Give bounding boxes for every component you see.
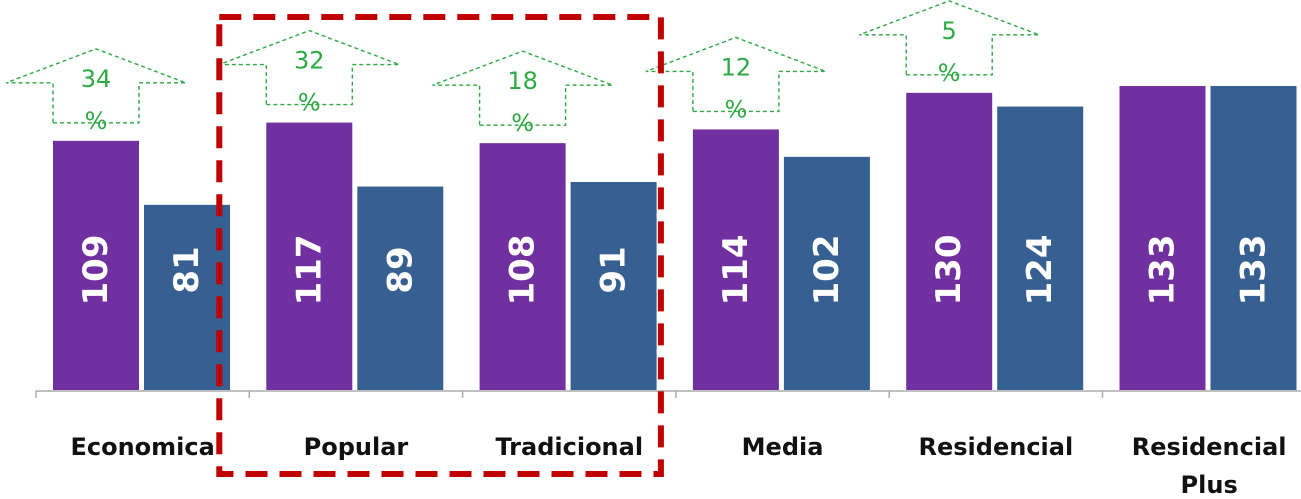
value-label: 81 <box>167 246 207 293</box>
bar-s1-1 <box>266 122 353 391</box>
value-label: 124 <box>1020 235 1060 306</box>
growth-value: 34 <box>81 65 112 93</box>
bar-s2-0 <box>144 204 230 390</box>
growth-percent-sign: % <box>298 89 321 117</box>
category-label: Residencial <box>919 433 1074 461</box>
growth-percent-sign: % <box>724 95 747 123</box>
value-label: 91 <box>594 246 634 293</box>
growth-value: 12 <box>721 53 752 81</box>
bar-s2-3 <box>783 156 870 390</box>
value-label: 109 <box>76 235 116 306</box>
growth-value: 18 <box>507 67 538 95</box>
growth-percent-sign: % <box>85 107 108 135</box>
value-label: 114 <box>716 235 756 306</box>
value-label: 130 <box>929 235 969 306</box>
highlight-layer <box>216 14 664 477</box>
value-label: 108 <box>503 235 543 306</box>
bar-s2-1 <box>357 186 444 390</box>
bar-s1-5 <box>1119 86 1206 390</box>
x-axis: Economica Popular Tradicional Media Residenc… <box>35 390 1301 499</box>
bar-s1-3 <box>692 129 779 390</box>
category-label: Media <box>742 433 824 461</box>
bar-s1-0 <box>53 140 139 390</box>
bars-layer: 109 81 117 89 108 91 114 102 130 124 133 133 <box>53 86 1297 391</box>
highlight-box <box>216 14 664 477</box>
growth-annotations: 34% 32% 18% 12% 5% <box>5 0 1040 137</box>
value-label: 102 <box>807 235 847 306</box>
growth-percent-sign: % <box>938 59 961 87</box>
growth-arrow <box>645 36 827 113</box>
bar-s1-2 <box>479 143 566 390</box>
category-label: Economica <box>70 433 214 461</box>
growth-arrow <box>432 50 613 126</box>
growth-value: 32 <box>294 47 325 75</box>
category-label: Residencial <box>1132 433 1287 461</box>
growth-arrow <box>5 48 187 124</box>
bar-s2-4 <box>997 106 1084 391</box>
growth-value: 5 <box>942 17 957 45</box>
growth-arrow <box>858 0 1040 76</box>
category-label: Popular <box>304 433 409 461</box>
growth-arrow <box>219 29 400 106</box>
bar-s2-5 <box>1210 86 1297 390</box>
value-label: 133 <box>1234 235 1274 306</box>
growth-percent-sign: % <box>511 109 534 137</box>
bar-s2-2 <box>570 182 657 390</box>
value-label: 133 <box>1143 235 1183 306</box>
category-label: Tradicional <box>495 433 643 461</box>
value-label: 117 <box>289 235 329 306</box>
value-label: 89 <box>380 246 420 293</box>
category-label: Plus <box>1181 471 1238 499</box>
bar-s1-4 <box>906 92 993 390</box>
